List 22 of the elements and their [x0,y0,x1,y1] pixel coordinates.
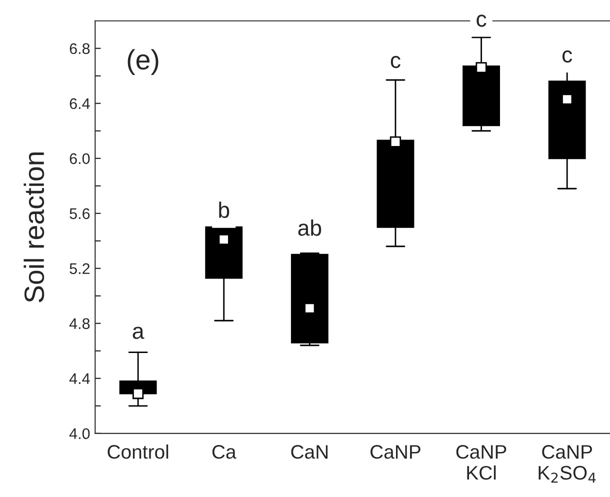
y-tick-label: 6.0 [70,153,90,164]
x-tick-label: Ca [212,445,236,459]
annotation: (e) [128,49,158,76]
annotation: ab [298,220,322,236]
x-tick-label: CaNP K$_{2}$SO$_{4}$ [538,445,596,483]
y-tick-label: 6.4 [70,98,90,110]
y-axis-title: Soil reaction [24,152,44,302]
annotation: b [219,202,230,218]
annotation: a [132,326,144,339]
y-tick-label: 6.8 [70,43,90,54]
y-tick-label: 5.6 [70,208,90,220]
x-tick-label: CaNP KCl [456,445,506,480]
annotation: c [562,50,572,63]
x-tick-label: CaN [291,445,328,459]
annotation: c [476,14,486,27]
y-tick-label: 4.4 [69,373,90,384]
y-tick-label: 4.0 [69,428,90,440]
y-tick-label: 4.8 [69,318,90,330]
y-tick-label: 5.2 [70,263,90,274]
x-tick-label: CaNP [370,445,420,459]
x-tick-label: Control [108,444,168,459]
annotation: c [390,56,400,68]
